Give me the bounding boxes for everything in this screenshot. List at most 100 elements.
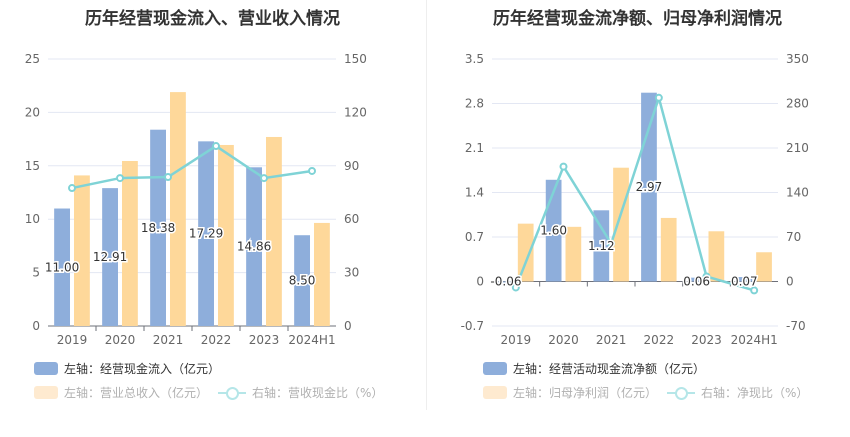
panel-divider	[426, 0, 427, 410]
bar-blue	[736, 277, 753, 282]
y-left-tick-label: 20	[25, 105, 40, 119]
legend-swatch-orange	[34, 386, 58, 399]
bar-value-label: -0.06	[490, 275, 521, 289]
ratio-line	[71, 144, 313, 190]
ratio-point	[260, 174, 268, 183]
y-right-tick-label: 30	[344, 266, 359, 280]
bar-orange	[314, 222, 330, 326]
ratio-point	[702, 272, 711, 281]
bar-orange	[74, 175, 90, 326]
bar-orange	[170, 92, 186, 326]
y-left-tick-label: 0.7	[465, 230, 484, 244]
legend-item-cash-ratio[interactable]: 右轴：营收现金比（%）	[218, 384, 383, 401]
x-tick-label: 2021	[153, 333, 184, 347]
y-left-tick-label: 3.5	[465, 52, 484, 66]
y-left-tick-label: 15	[25, 159, 40, 173]
x-tick-label: 2019	[57, 333, 88, 347]
bar-blue	[545, 179, 562, 282]
bar-orange	[122, 160, 138, 326]
bar-blue	[246, 167, 262, 326]
bar-value-label: 11.00	[45, 260, 79, 274]
bar-value-label: 12.91	[93, 250, 127, 264]
legend-line-circle-icon	[667, 386, 695, 400]
chart-svg: 0 0 5 30 10 60 15 90 20 120 25 150 2019 2020 2021 2022 2…	[25, 52, 367, 347]
y-left-tick-label: 2.1	[465, 141, 484, 155]
bar-value-label: 18.38	[141, 221, 175, 235]
ratio-point	[750, 286, 759, 295]
ratio-point	[654, 93, 663, 102]
legend-item-cash-inflow[interactable]: 左轴：经营现金流入（亿元）	[34, 360, 220, 377]
legend-item-net-profit[interactable]: 左轴：归母净利润（亿元）	[483, 384, 657, 401]
bar-blue	[294, 235, 310, 326]
legend-label: 右轴：净现比（%）	[701, 386, 809, 400]
ratio-point	[212, 142, 220, 151]
y-right-tick-label: 350	[786, 52, 809, 66]
y-right-tick-label: 120	[344, 105, 367, 119]
ratio-point	[164, 173, 172, 182]
bar-orange	[660, 217, 677, 282]
bar-orange	[756, 252, 772, 282]
x-tick-label: 2024H1	[731, 333, 778, 347]
y-right-tick-label: 150	[344, 52, 367, 66]
ratio-point	[116, 174, 124, 183]
bar-value-label: 0.06	[683, 275, 710, 289]
ratio-point	[308, 166, 316, 175]
bar-value-label: 8.50	[289, 274, 316, 288]
chart-svg: -0.7 -70 0 0 0.7 70 1.4 140 2.1 210 2.8 280 3.5 350 20…	[461, 52, 809, 347]
bar-blue	[688, 277, 705, 282]
bar-orange	[218, 144, 234, 326]
y-right-tick-label: 210	[786, 141, 809, 155]
y-right-tick-label: 70	[786, 230, 801, 244]
chart-panel-cash-inflow: 历年经营现金流入、营业收入情况 0 0 5 30 10 60 15 90 20 120 25 150 2…	[25, 9, 384, 401]
bar-orange	[708, 231, 725, 282]
ratio-point	[68, 184, 76, 193]
x-tick-label: 2022	[644, 333, 675, 347]
bar-blue	[102, 188, 118, 326]
legend-item-net-cash-ratio[interactable]: 右轴：净现比（%）	[667, 384, 808, 401]
legend-label: 左轴：营业总收入（亿元）	[64, 386, 209, 400]
legend-label: 左轴：经营现金流入（亿元）	[64, 362, 221, 376]
y-left-tick-label: -0.7	[461, 319, 484, 333]
bar-orange	[517, 223, 534, 282]
y-right-tick-label: 90	[344, 159, 359, 173]
legend-label: 左轴：归母净利润（亿元）	[513, 386, 658, 400]
ratio-line	[514, 93, 755, 292]
y-left-tick-label: 5	[32, 266, 40, 280]
bar-orange	[266, 136, 282, 326]
x-tick-label: 2022	[201, 333, 232, 347]
ratio-point	[511, 283, 520, 292]
y-left-tick-label: 0	[476, 275, 484, 289]
bar-value-label: 17.29	[189, 227, 223, 241]
legend-item-revenue[interactable]: 左轴：营业总收入（亿元）	[34, 384, 208, 401]
legend-swatch-orange	[483, 386, 507, 399]
legend-item-net-cash[interactable]: 左轴：经营活动现金流净额（亿元）	[483, 360, 705, 377]
x-tick-label: 2023	[691, 333, 722, 347]
legend-swatch-blue	[34, 362, 58, 375]
bar-blue	[150, 129, 166, 326]
x-tick-label: 2021	[596, 333, 627, 347]
ratio-point	[607, 239, 616, 248]
legend-swatch-blue	[483, 362, 507, 375]
bar-value-label: 14.86	[237, 240, 271, 254]
y-left-tick-label: 1.4	[465, 186, 484, 200]
chart-title: 历年经营现金流入、营业收入情况	[85, 9, 340, 29]
bar-blue	[593, 210, 610, 282]
ratio-point	[559, 162, 568, 171]
y-right-tick-label: 280	[786, 97, 809, 111]
x-tick-label: 2020	[548, 333, 579, 347]
bar-value-label: 2.97	[636, 180, 663, 194]
y-right-tick-label: -70	[786, 319, 806, 333]
y-right-tick-label: 0	[786, 275, 794, 289]
y-left-tick-label: 2.8	[465, 97, 484, 111]
legend-label: 左轴：经营活动现金流净额（亿元）	[513, 362, 706, 376]
bar-value-label: 1.12	[588, 239, 615, 253]
y-left-tick-label: 0	[32, 319, 40, 333]
bar-blue	[198, 141, 214, 326]
bar-orange	[613, 167, 629, 282]
x-tick-label: 2019	[501, 333, 532, 347]
bar-orange	[565, 226, 582, 282]
x-tick-label: 2023	[249, 333, 280, 347]
bar-value-label: 0.07	[731, 275, 758, 289]
y-right-tick-label: 140	[786, 186, 809, 200]
chart-title: 历年经营现金流净额、归母净利润情况	[493, 9, 782, 29]
